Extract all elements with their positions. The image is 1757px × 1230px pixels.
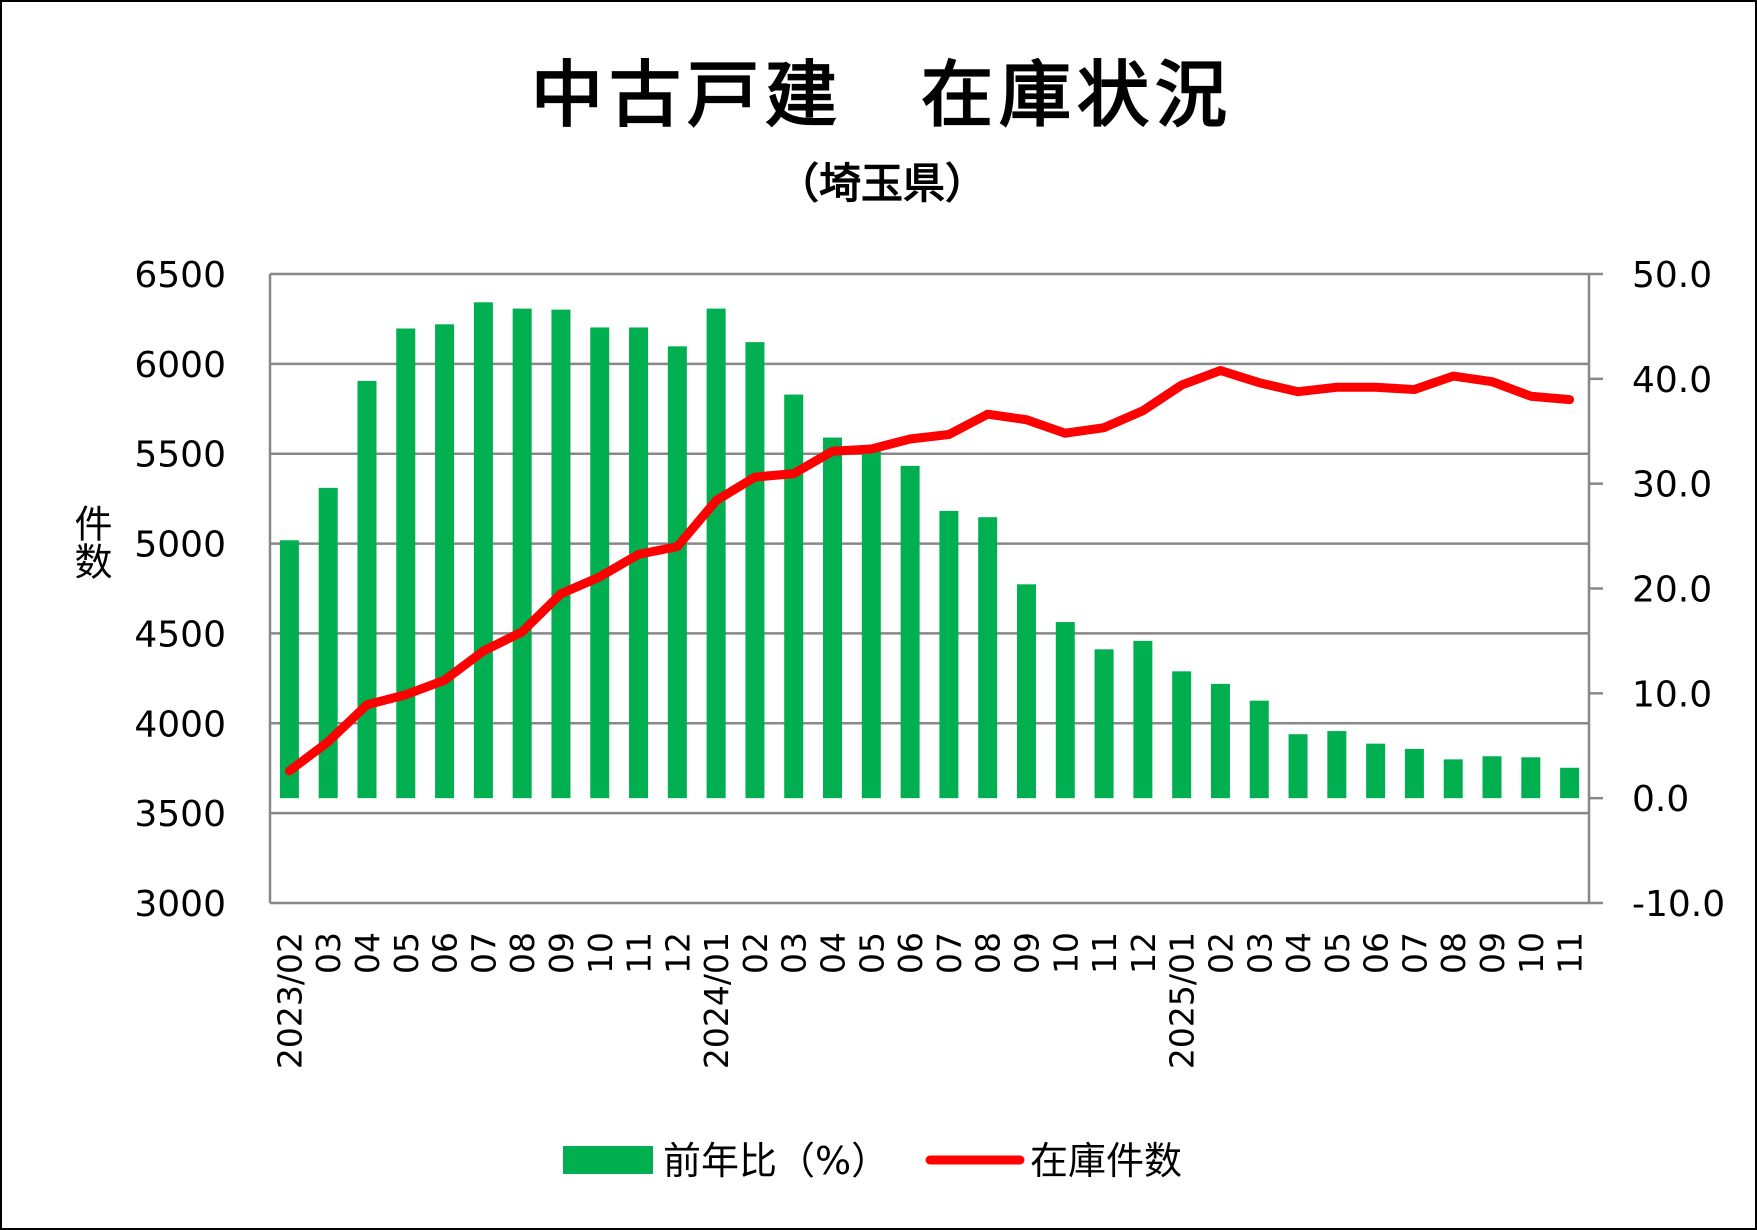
x-tick-label: 11	[1085, 932, 1124, 974]
x-tick-label: 02	[736, 932, 775, 974]
bar	[1560, 767, 1580, 799]
bar	[1521, 757, 1541, 799]
y-left-tick-label: 4500	[134, 614, 226, 655]
bar	[1482, 756, 1502, 799]
x-tick-label: 04	[1279, 932, 1318, 974]
bar	[1443, 759, 1463, 799]
x-tick-label: 11	[1551, 932, 1590, 974]
x-tick-label: 06	[1357, 932, 1396, 974]
y-left-tick-label: 3500	[134, 794, 226, 835]
x-tick-label: 03	[309, 932, 348, 974]
x-tick-label: 12	[1124, 932, 1163, 974]
x-tick-label: 05	[852, 932, 891, 974]
y-right-tick-label: -10.0	[1632, 884, 1725, 925]
bar	[435, 324, 455, 799]
x-tick-label: 08	[503, 932, 542, 974]
bar	[590, 327, 610, 799]
bar-series	[279, 302, 1580, 799]
bar	[667, 346, 687, 799]
y-left-tick-label: 6500	[134, 255, 226, 296]
bar	[1327, 731, 1347, 799]
x-tick-label: 07	[464, 932, 503, 974]
bar	[861, 446, 881, 799]
chart-subtitle: （埼玉県）	[777, 159, 987, 208]
x-tick-label: 2023/02	[270, 932, 309, 1069]
y-right-tick-label: 10.0	[1632, 674, 1712, 715]
x-tick-label: 11	[620, 932, 659, 974]
bar	[629, 327, 649, 799]
bar	[1133, 640, 1153, 799]
x-tick-label: 02	[1201, 932, 1240, 974]
bar	[512, 308, 532, 799]
x-tick-label: 05	[387, 932, 426, 974]
y-left-tick-label: 4000	[134, 704, 226, 745]
legend-label-line: 在庫件数	[1030, 1139, 1182, 1183]
x-tick-label: 07	[930, 932, 969, 974]
bar	[745, 342, 765, 799]
bar	[1172, 671, 1192, 799]
chart-title: 中古戸建 在庫状況	[531, 53, 1233, 137]
x-tick-label: 04	[348, 932, 387, 974]
y-right-tick-label: 20.0	[1632, 570, 1712, 611]
gridlines	[270, 272, 1589, 905]
x-tick-label: 10	[1046, 932, 1085, 974]
x-tick-label: 08	[1434, 932, 1473, 974]
y-right-tick-label: 0.0	[1632, 779, 1689, 820]
bar	[279, 540, 299, 799]
bar	[318, 487, 338, 799]
bar	[1016, 584, 1036, 799]
y-right-tick-label: 30.0	[1632, 465, 1712, 506]
legend-label-bar: 前年比（%）	[663, 1139, 889, 1183]
x-tick-label: 09	[1473, 932, 1512, 974]
x-tick-label: 08	[969, 932, 1008, 974]
line-path	[284, 366, 1575, 776]
x-tick-label: 12	[658, 932, 697, 974]
axes: 3000 3500 4000 4500 5000 5500 6000 6500 -10.0 0.0…	[134, 255, 1725, 1069]
bar	[1094, 649, 1114, 799]
bar	[396, 328, 416, 799]
x-tick-label: 06	[891, 932, 930, 974]
x-tick-label: 10	[1512, 932, 1551, 974]
x-tick-label: 03	[775, 932, 814, 974]
bar	[1404, 748, 1424, 799]
bar	[551, 309, 571, 799]
y-left-tick-label: 5500	[134, 435, 226, 476]
x-tick-label: 09	[1007, 932, 1046, 974]
bar	[1366, 743, 1386, 799]
bar	[978, 517, 998, 799]
x-tick-label: 09	[542, 932, 581, 974]
legend: 前年比（%） 在庫件数	[563, 1139, 1182, 1183]
bar	[1288, 734, 1308, 799]
bar	[939, 510, 959, 799]
y-left-tick-label: 6000	[134, 345, 226, 386]
y-right-tick-label: 50.0	[1632, 255, 1712, 296]
bar	[706, 308, 726, 799]
x-tick-label: 2025/01	[1163, 932, 1202, 1069]
bar	[784, 394, 804, 799]
x-tick-label: 04	[814, 932, 853, 974]
x-tick-label: 03	[1240, 932, 1279, 974]
y-axis-left-label: 件数	[68, 504, 112, 580]
x-tick-label: 10	[581, 932, 620, 974]
bar	[473, 302, 493, 799]
y-left-tick-label: 5000	[134, 525, 226, 566]
bar	[357, 380, 377, 799]
y-right-tick-label: 40.0	[1632, 360, 1712, 401]
x-tick-label: 07	[1395, 932, 1434, 974]
bar	[1210, 683, 1230, 799]
bar	[1249, 700, 1269, 799]
bar	[823, 437, 843, 799]
bar	[900, 465, 920, 799]
bar	[1055, 622, 1075, 799]
x-tick-label: 06	[426, 932, 465, 974]
line-series	[284, 366, 1575, 776]
legend-swatch-bar	[563, 1146, 653, 1174]
y-left-tick-label: 3000	[134, 884, 226, 925]
x-tick-label: 05	[1318, 932, 1357, 974]
x-tick-label: 2024/01	[697, 932, 736, 1069]
